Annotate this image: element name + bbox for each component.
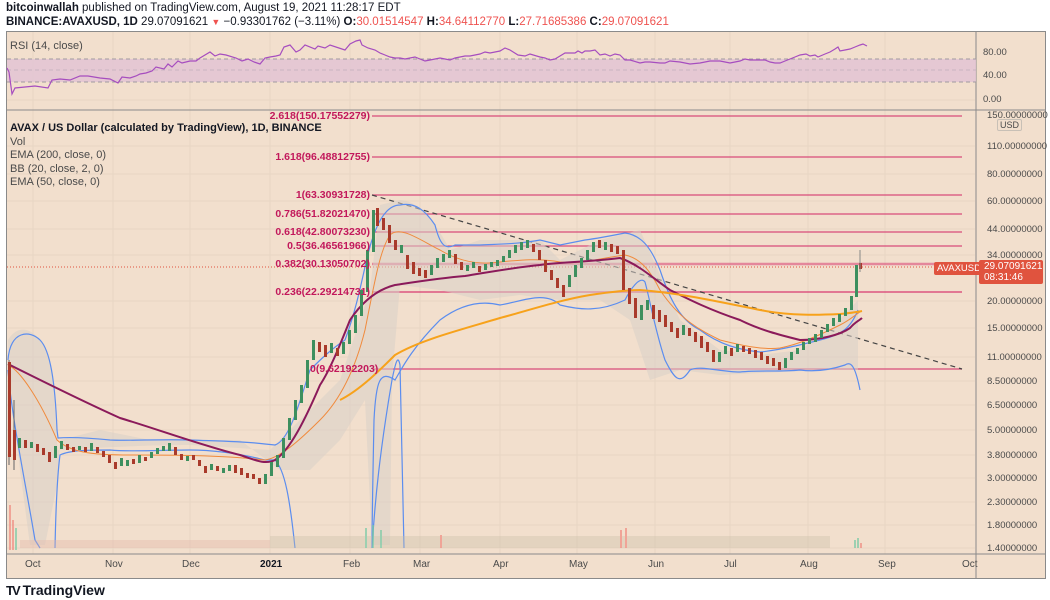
price-tick: 34.00000000 xyxy=(987,250,1043,261)
legend-main-series[interactable]: AVAX / US Dollar (calculated by TradingV… xyxy=(10,122,322,134)
tradingview-logo-icon: TV xyxy=(6,582,21,598)
price-tick: 5.00000000 xyxy=(987,425,1038,436)
price-tick: 6.50000000 xyxy=(987,400,1038,411)
tradingview-brand[interactable]: TV TradingView xyxy=(6,582,105,598)
time-tick: Aug xyxy=(800,559,818,570)
bollinger-bands xyxy=(7,203,861,549)
price-tick: 20.00000000 xyxy=(987,296,1043,307)
time-tick: 2021 xyxy=(260,559,283,570)
rsi-label: RSI (14, close) xyxy=(10,40,83,52)
fib-label: 1.618(96.48812755) xyxy=(275,151,370,163)
low-label: L: xyxy=(508,16,520,28)
time-tick: Nov xyxy=(105,559,123,570)
ema50-line xyxy=(7,256,863,464)
author-name: bitcoinwallah xyxy=(6,2,79,14)
price-tick: 3.80000000 xyxy=(987,450,1038,461)
brand-name: TradingView xyxy=(22,582,105,598)
time-tick: Sep xyxy=(878,559,896,570)
rsi-tick: 0.00 xyxy=(983,94,1002,105)
candle-cluster-1 xyxy=(18,208,862,484)
price-tick: 8.50000000 xyxy=(987,376,1038,387)
time-tick: Apr xyxy=(493,559,509,570)
ema200-line xyxy=(339,288,863,401)
symbol-price-tag: AVAXUSD xyxy=(934,262,984,275)
price-tick: 1.40000000 xyxy=(987,543,1038,554)
price-tick: 2.30000000 xyxy=(987,497,1038,508)
rsi-tick: 40.00 xyxy=(983,70,1007,81)
price-tick: 60.00000000 xyxy=(987,196,1043,207)
price-tick: 110.00000000 xyxy=(987,141,1048,152)
bar-countdown: 08:31:46 xyxy=(984,272,1023,283)
published-info: published on TradingView.com, August 19,… xyxy=(78,2,401,14)
high-value: 34.64112770 xyxy=(438,16,506,28)
legend-vol[interactable]: Vol xyxy=(10,135,26,148)
volume-bars xyxy=(9,505,862,550)
price-change: −0.93301762 (−3.11%) xyxy=(223,16,341,28)
time-tick: Oct xyxy=(962,559,978,570)
price-tick: 44.00000000 xyxy=(987,224,1043,235)
time-tick: Dec xyxy=(182,559,200,570)
currency-badge[interactable]: USD xyxy=(997,119,1023,131)
publisher-line: bitcoinwallah published on TradingView.c… xyxy=(6,2,401,14)
open-label: O: xyxy=(343,16,357,28)
time-tick: Oct xyxy=(25,559,41,570)
time-tick: May xyxy=(569,559,588,570)
fib-label: 0.618(42.80073230) xyxy=(275,226,370,238)
time-tick: Feb xyxy=(343,559,361,570)
last-price: 29.07091621 xyxy=(141,16,209,28)
down-triangle-icon: ▼ xyxy=(211,17,221,27)
legend-ema200[interactable]: EMA (200, close, 0) xyxy=(10,149,106,161)
legend-ema50[interactable]: EMA (50, close, 0) xyxy=(10,176,100,188)
fib-label: 0.5(36.46561966) xyxy=(287,240,370,252)
price-tick: 11.00000000 xyxy=(987,352,1042,363)
low-value: 27.71685386 xyxy=(519,16,587,28)
fib-label: 1(63.30931728) xyxy=(295,189,370,201)
time-tick: Jun xyxy=(648,559,665,570)
fib-label: 0(9.62192203) xyxy=(310,363,379,375)
fib-label: 0.382(30.13050702) xyxy=(275,258,370,270)
last-price-tag: 29.07091621 08:31:46 xyxy=(979,260,1043,284)
fib-label: 2.618(150.17552279) xyxy=(269,110,370,122)
legend-bb[interactable]: BB (20, close, 2, 0) xyxy=(10,162,104,175)
rsi-line xyxy=(6,39,868,97)
fib-label: 0.236(22.29214731) xyxy=(275,286,370,298)
price-tick: 80.00000000 xyxy=(987,169,1043,180)
price-tick: 1.80000000 xyxy=(987,520,1038,531)
trendline xyxy=(371,194,963,370)
close-label: C: xyxy=(589,16,602,28)
candlesticks xyxy=(8,360,16,470)
last-price-value: 29.07091621 xyxy=(984,261,1043,272)
high-label: H: xyxy=(426,16,439,28)
ohlc-line: BINANCE:AVAXUSD, 1D 29.07091621 ▼ −0.933… xyxy=(6,16,669,28)
time-tick: Jul xyxy=(724,559,737,570)
chart-frame[interactable] xyxy=(6,31,1046,579)
price-tick: 3.00000000 xyxy=(987,473,1038,484)
price-tick: 150.00000000 xyxy=(987,110,1048,121)
close-value: 29.07091621 xyxy=(601,16,669,28)
time-tick: Mar xyxy=(413,559,431,570)
symbol-label: BINANCE:AVAXUSD, 1D xyxy=(6,16,138,28)
rsi-tick: 80.00 xyxy=(983,47,1007,58)
fib-label: 0.786(51.82021470) xyxy=(275,208,370,220)
legend: AVAX / US Dollar (calculated by TradingV… xyxy=(10,122,322,190)
open-value: 30.01514547 xyxy=(356,16,424,28)
price-tick: 15.00000000 xyxy=(987,323,1043,334)
